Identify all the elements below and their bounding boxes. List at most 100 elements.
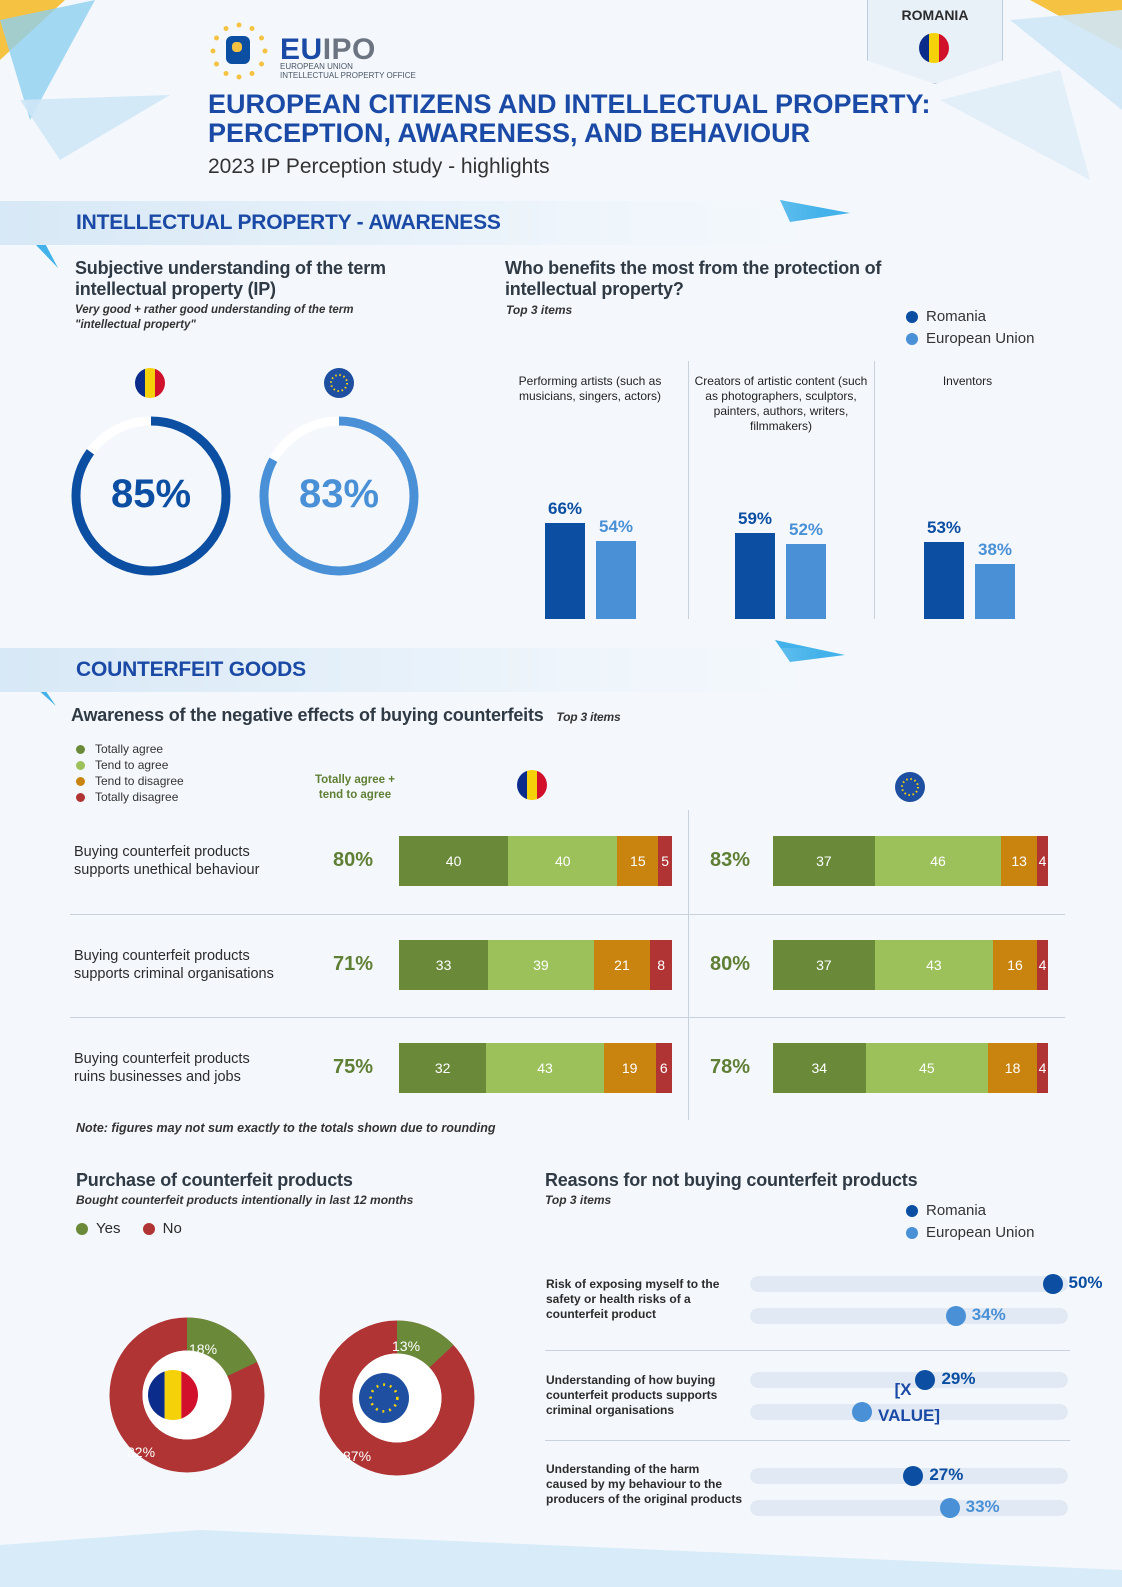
reason-track [750, 1276, 1068, 1292]
benefit-value-romania: 66% [547, 499, 583, 519]
reason-dot-romania [915, 1370, 936, 1390]
awareness-note: Top 3 items [556, 710, 621, 724]
benefit-category-label: Inventors [942, 374, 993, 388]
legend-yes-swatch [76, 1223, 88, 1236]
benefit-bar-eu [786, 543, 826, 619]
reason-dot-eu [852, 1402, 872, 1422]
awareness-row-label: Buying counterfeit products supports crim… [74, 948, 274, 982]
section-title-counterfeit-goods: COUNTERFEIT GOODS [76, 658, 306, 681]
awareness-row-divider [70, 1017, 1065, 1018]
legend-romania: Romania [906, 1200, 1034, 1222]
benefit-bar-romania [735, 533, 775, 619]
stacked-bar-eu: 34 45 18 4 [773, 1043, 1048, 1093]
benefits-divider [874, 361, 875, 619]
segment-tend-agree: 39 [488, 940, 594, 990]
row-total-romania: 71% [333, 953, 374, 975]
reason-track [750, 1500, 1068, 1516]
reason-value-eu: 34% [971, 1305, 1006, 1324]
legend-eu-swatch [906, 1227, 918, 1240]
reason-label: Understanding of how buying counterfeit … [546, 1373, 718, 1417]
legend-swatch [76, 745, 85, 755]
awareness-row-label: Buying counterfeit products supports unet… [74, 844, 260, 878]
reasons-divider [545, 1350, 1070, 1351]
stacked-bar-eu: 37 43 16 4 [773, 940, 1048, 990]
purchase-note: Bought counterfeit products intentionall… [76, 1193, 414, 1207]
purchase-legend: Yes No [76, 1220, 182, 1237]
page-title: EUROPEAN CITIZENS AND INTELLECTUAL PROPE… [208, 89, 931, 148]
benefit-category-label: Creators of artistic content (such as ph… [694, 374, 868, 433]
legend-romania-swatch [906, 1205, 918, 1218]
logo-org-name: EUROPEAN UNION INTELLECTUAL PROPERTY OFFI… [280, 62, 416, 80]
awareness-heading: Awareness of the negative effects of buy… [71, 705, 621, 725]
segment-totally-agree: 37 [773, 940, 875, 990]
segment-totally-agree: 37 [773, 836, 875, 886]
segment-totally-agree: 34 [773, 1043, 866, 1093]
row-total-romania: 75% [333, 1056, 374, 1078]
legend-eu: European Union [906, 1222, 1034, 1244]
reason-value-romania: 27% [929, 1465, 964, 1484]
reason-track [750, 1308, 1068, 1324]
purchase-heading: Purchase of counterfeit products [76, 1170, 353, 1190]
reason-track [750, 1404, 1068, 1420]
segment-tend-agree: 43 [486, 1043, 604, 1093]
awareness-footnote: Note: figures may not sum exactly to the… [76, 1121, 496, 1135]
ring-eu [259, 416, 419, 576]
eu-flag-icon [324, 368, 354, 398]
reason-label: Risk of exposing myself to the safety or… [546, 1277, 720, 1321]
reasons-heading: Reasons for not buying counterfeit produ… [545, 1170, 918, 1190]
segment-tend-disagree: 18 [988, 1043, 1038, 1093]
segment-totally-agree: 40 [399, 836, 509, 886]
legend-no-swatch [142, 1223, 155, 1236]
segment-totally-disagree: 4 [1037, 940, 1048, 990]
ring-value-eu: 83% [298, 472, 380, 516]
row-total-romania: 80% [333, 849, 374, 871]
benefit-bar-eu [975, 563, 1015, 619]
romania-flag-icon [135, 368, 165, 398]
legend-romania: Romania [906, 306, 1034, 328]
benefit-category-label: Performing artists (such as musicians, s… [518, 374, 662, 403]
ring-value-romania: 85% [110, 472, 192, 516]
legend-tend-agree: Tend to agree [76, 757, 184, 773]
legend-totally-agree: Totally agree [76, 741, 184, 757]
eu-flag-icon [359, 1373, 409, 1423]
stacked-bar-romania: 33 39 21 8 [399, 940, 672, 990]
reason-dot-romania [1042, 1274, 1063, 1294]
reason-track [750, 1372, 1068, 1388]
row-total-eu: 78% [710, 1056, 751, 1078]
row-total-eu: 83% [710, 849, 751, 871]
reason-dot-eu [939, 1498, 960, 1518]
reason-value-eu: 33% [965, 1497, 1000, 1516]
segment-totally-agree: 32 [399, 1043, 487, 1093]
donut-yes-slice [319, 1320, 475, 1476]
segment-tend-disagree: 21 [593, 940, 651, 990]
legend-yes: Yes [96, 1220, 121, 1237]
reasons-legend: Romania European Union [906, 1200, 1034, 1244]
reasons-note: Top 3 items [545, 1193, 612, 1207]
section-title-ip-awareness: INTELLECTUAL PROPERTY - AWARENESS [76, 211, 501, 234]
benefit-value-eu: 54% [598, 516, 634, 536]
legend-swatch [76, 761, 85, 771]
segment-totally-disagree: 6 [655, 1043, 672, 1093]
segment-tend-agree: 45 [865, 1043, 989, 1093]
romania-flag-icon [919, 33, 949, 63]
donut-yes-slice [109, 1317, 265, 1473]
segment-totally-agree: 33 [399, 940, 489, 990]
legend-eu-swatch [906, 333, 918, 346]
awareness-divider [688, 810, 689, 1120]
euipo-logo-icon [210, 22, 268, 80]
segment-totally-disagree: 4 [1037, 1043, 1048, 1093]
segment-tend-disagree: 16 [993, 940, 1037, 990]
understanding-heading: Subjective understanding of the term inte… [75, 258, 386, 299]
reason-dot-eu [945, 1306, 966, 1326]
romania-flag-icon [148, 1370, 198, 1420]
awareness-row-label: Buying counterfeit products ruins busines… [74, 1051, 250, 1085]
benefit-value-romania: 53% [926, 518, 962, 538]
awareness-legend: Totally agree Tend to agree Tend to disa… [76, 741, 184, 805]
benefit-value-eu: 38% [977, 539, 1013, 559]
segment-tend-agree: 43 [874, 940, 993, 990]
segment-tend-agree: 46 [874, 836, 1002, 886]
row-total-eu: 80% [710, 953, 751, 975]
benefit-bar-romania [924, 542, 964, 619]
stacked-bar-eu: 37 46 13 4 [773, 836, 1048, 886]
benefits-heading: Who benefits the most from the protectio… [505, 258, 882, 299]
